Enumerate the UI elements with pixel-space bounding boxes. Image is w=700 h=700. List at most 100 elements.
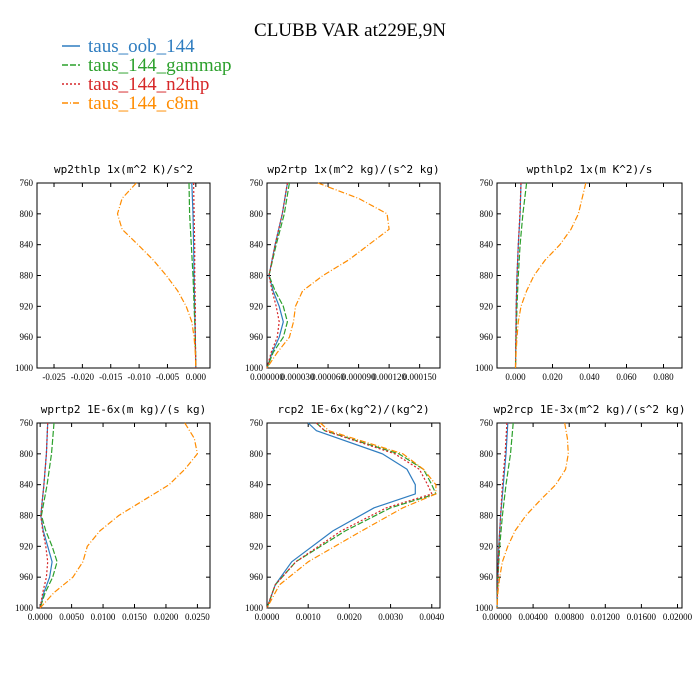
x-tick-label: 0.0200 [154, 612, 179, 622]
y-tick-label: 1000 [245, 363, 264, 373]
x-tick-label: 0.000090 [342, 372, 376, 382]
chart-panel: wp2rtp 1x(m^2 kg)/(s^2 kg)760 800 840 880 92… [245, 163, 441, 382]
legend-item: taus_144_n2thp [62, 74, 209, 95]
panel-title: wpthlp2 1x(m K^2)/s [527, 163, 653, 176]
y-tick-label: 840 [250, 480, 264, 490]
plot-frame [266, 182, 441, 369]
plot-frame [36, 182, 211, 369]
y-tick-label: 840 [250, 240, 264, 250]
y-tick-label: 840 [20, 480, 34, 490]
x-tick-label: 0.000060 [311, 372, 345, 382]
series-line-taus_144_c8m [496, 422, 569, 609]
series-line-taus_144_n2thp [266, 182, 288, 369]
y-tick-label: 1000 [475, 363, 494, 373]
x-tick-label: -0.020 [71, 372, 95, 382]
y-tick-label: 880 [480, 271, 494, 281]
series-line-taus_144_gammap [266, 422, 437, 609]
y-tick-label: 760 [20, 178, 34, 188]
x-tick-label: 0.000 [186, 372, 207, 382]
y-tick-label: 960 [20, 332, 34, 342]
panels: wp2thlp 1x(m^2 K)/s^2 760 800 840 880 920 960 1… [15, 163, 693, 622]
series-line-taus_144_c8m [39, 422, 198, 609]
legend-item: taus_144_gammap [62, 55, 232, 76]
panel-title: rcp2 1E-6x(kg^2)/(kg^2) [277, 403, 429, 416]
y-tick-label: 920 [20, 301, 34, 311]
chart-panel: wprtp2 1E-6x(m kg)/(s kg) 760 800 840 880 920… [15, 403, 211, 622]
y-tick-label: 840 [20, 240, 34, 250]
y-tick-label: 800 [250, 209, 264, 219]
x-tick-label: 0.060 [616, 372, 637, 382]
plot-frame [496, 422, 683, 609]
x-tick-label: 0.040 [579, 372, 600, 382]
x-tick-label: -0.025 [42, 372, 66, 382]
y-tick-label: 1000 [15, 603, 34, 613]
y-tick-label: 920 [250, 301, 264, 311]
figure-title: CLUBB VAR at229E,9N [254, 20, 446, 41]
series-line-taus_oob_144 [39, 422, 53, 609]
series-line-taus_144_gammap [496, 422, 514, 609]
x-tick-label: 0.080 [653, 372, 674, 382]
x-tick-label: 0.02000 [663, 612, 693, 622]
y-tick-label: 880 [20, 271, 34, 281]
x-tick-label: 0.0050 [59, 612, 84, 622]
chart-panel: wpthlp2 1x(m K^2)/s 760 800 840 880 920 960 100… [475, 163, 683, 382]
plot-frame [266, 422, 441, 609]
x-tick-label: 0.000120 [372, 372, 406, 382]
series-line-taus_144_c8m [116, 182, 197, 369]
series-line-taus_144_n2thp [39, 422, 49, 609]
plot-frame [36, 422, 211, 609]
y-tick-label: 800 [20, 209, 34, 219]
x-tick-label: 0.00400 [518, 612, 548, 622]
y-tick-label: 880 [250, 511, 264, 521]
legend-item: taus_oob_144 [62, 36, 195, 57]
y-tick-label: 960 [480, 572, 494, 582]
series-line-taus_144_c8m [266, 422, 437, 609]
x-tick-label: -0.005 [156, 372, 180, 382]
chart-panel: rcp2 1E-6x(kg^2)/(kg^2) 760 800 840 880 920 96… [245, 403, 445, 622]
x-tick-label: 0.020 [542, 372, 563, 382]
y-tick-label: 800 [250, 449, 264, 459]
y-tick-label: 880 [20, 511, 34, 521]
series-line-taus_144_gammap [266, 182, 290, 369]
series-line-taus_144_gammap [514, 182, 528, 369]
x-tick-label: 0.0030 [378, 612, 403, 622]
panel-title: wp2rtp 1x(m^2 kg)/(s^2 kg) [267, 163, 439, 176]
legend-label: taus_144_n2thp [88, 74, 209, 95]
y-tick-label: 760 [480, 178, 494, 188]
y-tick-label: 1000 [245, 603, 264, 613]
y-tick-label: 960 [250, 572, 264, 582]
y-tick-label: 880 [480, 511, 494, 521]
panel-title: wp2thlp 1x(m^2 K)/s^2 [54, 163, 193, 176]
x-tick-label: 0.000 [505, 372, 526, 382]
x-tick-label: 0.00800 [555, 612, 585, 622]
x-tick-label: 0.000150 [403, 372, 437, 382]
series-line-taus_oob_144 [266, 182, 288, 369]
series-line-taus_oob_144 [266, 422, 416, 609]
series-line-taus_144_c8m [514, 182, 587, 369]
series-line-taus_144_n2thp [496, 422, 508, 609]
panel-title: wp2rcp 1E-3x(m^2 kg)/(s^2 kg) [493, 403, 685, 416]
y-tick-label: 800 [480, 209, 494, 219]
y-tick-label: 920 [20, 541, 34, 551]
legend: taus_oob_144taus_144_gammaptaus_144_n2th… [62, 36, 232, 114]
series-line-taus_144_c8m [266, 182, 390, 369]
series-line-taus_144_n2thp [193, 182, 197, 369]
y-tick-label: 800 [20, 449, 34, 459]
y-tick-label: 920 [480, 301, 494, 311]
y-tick-label: 760 [20, 418, 34, 428]
y-tick-label: 920 [480, 541, 494, 551]
y-tick-label: 1000 [15, 363, 34, 373]
legend-label: taus_oob_144 [88, 36, 195, 57]
x-tick-label: 0.0250 [185, 612, 210, 622]
x-tick-label: 0.000030 [281, 372, 315, 382]
x-tick-label: 0.0150 [122, 612, 147, 622]
y-tick-label: 920 [250, 541, 264, 551]
y-tick-label: 760 [250, 418, 264, 428]
x-tick-label: -0.015 [99, 372, 123, 382]
x-tick-label: 0.0000 [28, 612, 53, 622]
legend-item: taus_144_c8m [62, 93, 199, 114]
x-tick-label: 0.0010 [296, 612, 321, 622]
series-line-taus_144_gammap [188, 182, 197, 369]
y-tick-label: 960 [250, 332, 264, 342]
x-tick-label: 0.0100 [91, 612, 116, 622]
